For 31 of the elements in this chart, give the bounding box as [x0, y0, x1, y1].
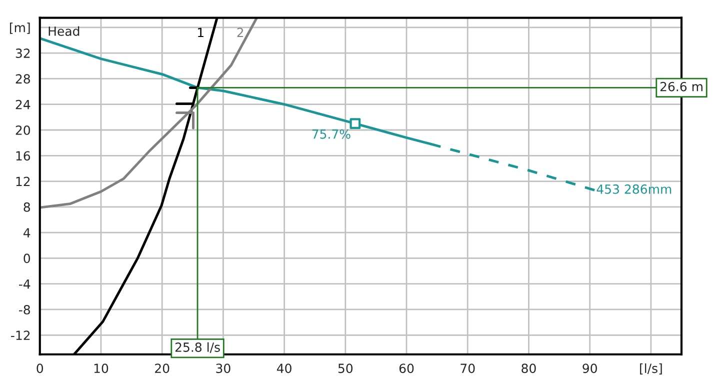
x-tick-label: 30 — [216, 364, 230, 374]
y-tick-label: 32 — [16, 48, 30, 58]
x-tick-label: 40 — [276, 364, 292, 374]
y-tick-label: 8 — [24, 202, 30, 212]
x-tick-label: 60 — [399, 364, 414, 374]
y-tick-label: 4 — [24, 228, 30, 238]
y-tick-label: 0 — [24, 254, 30, 264]
y-tick-label: 24 — [16, 100, 30, 110]
annotation: 75.7% — [312, 129, 350, 139]
y-tick-label: 16 — [16, 151, 30, 161]
y-tick-label: -12 — [11, 330, 30, 340]
y-tick-label: [m] — [10, 22, 30, 34]
y-tick-label: 20 — [16, 125, 30, 135]
y-tick-label: 28 — [16, 74, 30, 84]
x-tick-label: 10 — [94, 364, 108, 374]
annotation: Head — [48, 26, 80, 36]
series-label: 2 — [237, 28, 244, 38]
x-tick-label: 50 — [338, 364, 353, 374]
x-tick-label: 80 — [522, 364, 536, 374]
x-tick-label: 90 — [582, 364, 597, 374]
y-tick-label: -8 — [18, 304, 30, 314]
x-tick-label: 0 — [36, 364, 44, 374]
annotation: 453 286mm — [596, 184, 672, 194]
x-tick-label: 20 — [155, 364, 170, 374]
y-tick-label: 12 — [16, 176, 30, 186]
ref-line-label: 25.8 l/s — [175, 342, 220, 353]
y-tick-label: -4 — [18, 279, 30, 289]
x-tick-label: [l/s] — [640, 363, 662, 375]
series-label: 1 — [198, 28, 204, 38]
x-tick-label: 70 — [460, 364, 475, 374]
ref-line-label: 26.6 m — [660, 82, 702, 92]
